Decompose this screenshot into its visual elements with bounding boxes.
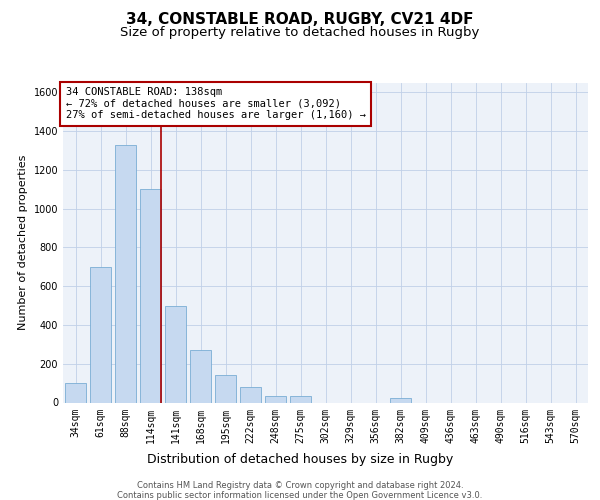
- Text: Size of property relative to detached houses in Rugby: Size of property relative to detached ho…: [121, 26, 479, 39]
- Text: 34, CONSTABLE ROAD, RUGBY, CV21 4DF: 34, CONSTABLE ROAD, RUGBY, CV21 4DF: [126, 12, 474, 28]
- Bar: [215, 376, 236, 402]
- Bar: [265, 396, 286, 402]
- Text: Contains public sector information licensed under the Open Government Licence v3: Contains public sector information licen…: [118, 491, 482, 500]
- Text: 34 CONSTABLE ROAD: 138sqm
← 72% of detached houses are smaller (3,092)
27% of se: 34 CONSTABLE ROAD: 138sqm ← 72% of detac…: [65, 88, 365, 120]
- Y-axis label: Number of detached properties: Number of detached properties: [18, 155, 28, 330]
- Bar: [65, 383, 86, 402]
- Bar: [90, 266, 111, 402]
- Bar: [240, 387, 261, 402]
- Text: Contains HM Land Registry data © Crown copyright and database right 2024.: Contains HM Land Registry data © Crown c…: [137, 481, 463, 490]
- Bar: [390, 398, 411, 402]
- Bar: [115, 144, 136, 402]
- Bar: [190, 350, 211, 403]
- Bar: [165, 306, 186, 402]
- Text: Distribution of detached houses by size in Rugby: Distribution of detached houses by size …: [147, 452, 453, 466]
- Bar: [140, 189, 161, 402]
- Bar: [290, 396, 311, 402]
